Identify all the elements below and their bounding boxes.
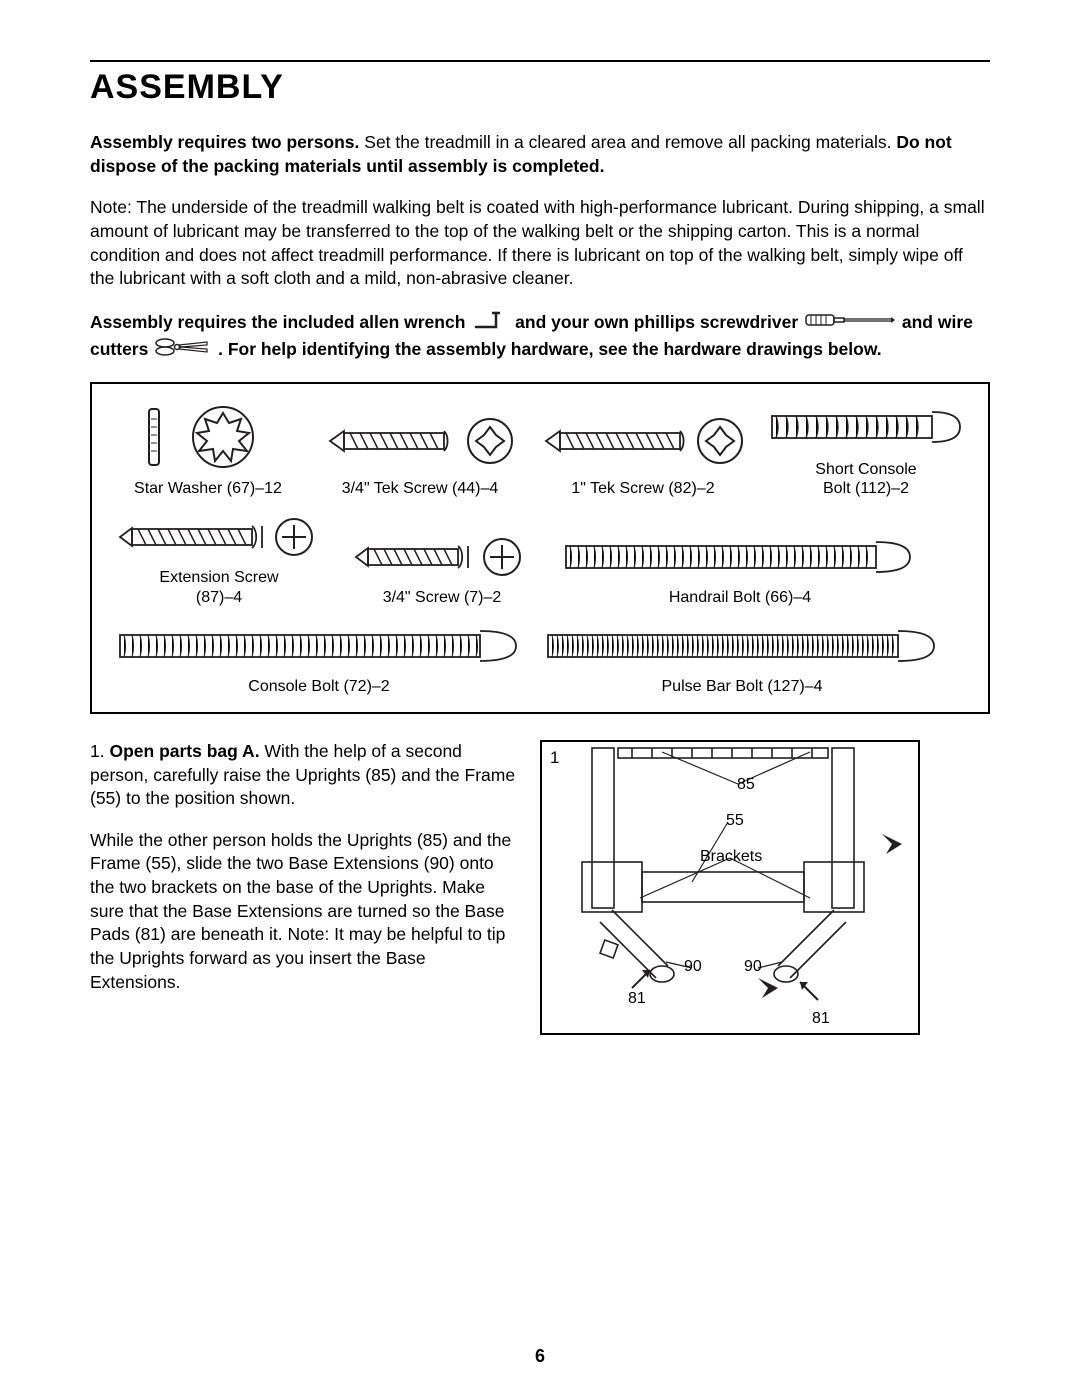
hw-label: Extension Screw (87)–4 (159, 568, 278, 606)
fig-label-90b: 90 (744, 958, 762, 976)
fig-label-55: 55 (726, 812, 744, 830)
extension-screw-icon (114, 512, 324, 562)
console-bolt-icon (114, 621, 524, 671)
screw-34-icon (342, 532, 542, 582)
allen-wrench-icon (472, 309, 508, 338)
page-number: 6 (0, 1346, 1080, 1367)
hw-tek-screw-34: 3/4" Tek Screw (44)–4 (320, 409, 520, 498)
figure-1: 1 (540, 740, 920, 1035)
tools-text-4: . For help identifying the assembly hard… (218, 339, 882, 359)
hardware-row-2: Extension Screw (87)–4 (114, 512, 966, 606)
hardware-box: Star Washer (67)–12 (90, 382, 990, 714)
intro-bold-1: Assembly requires two persons. (90, 132, 359, 152)
hardware-row-1: Star Washer (67)–12 (114, 400, 966, 498)
tools-text-1: Assembly requires the included allen wre… (90, 312, 470, 332)
fig-label-brackets: Brackets (700, 848, 762, 866)
step-p2: While the other person holds the Upright… (90, 829, 520, 994)
note-para: Note: The underside of the treadmill wal… (90, 196, 990, 291)
short-console-bolt-icon (766, 400, 966, 454)
hardware-row-3: Console Bolt (72)–2 Pulse Bar Bolt (127)… (114, 621, 966, 696)
tek-screw-1-icon (538, 409, 748, 473)
pulse-bar-bolt-icon (542, 621, 942, 671)
phillips-screwdriver-icon (805, 311, 895, 335)
hw-label: 1" Tek Screw (82)–2 (571, 479, 714, 498)
hw-screw-34: 3/4" Screw (7)–2 (342, 532, 542, 607)
star-washer-icon (143, 401, 273, 473)
hw-tek-screw-1: 1" Tek Screw (82)–2 (538, 409, 748, 498)
intro-rest-1: Set the treadmill in a cleared area and … (359, 132, 896, 152)
figure-1-illustration (542, 742, 918, 1032)
fig-label-90a: 90 (684, 958, 702, 976)
intro-para: Assembly requires two persons. Set the t… (90, 131, 990, 178)
page-title: ASSEMBLY (90, 68, 990, 107)
tools-text-2: and your own phillips screwdriver (515, 312, 803, 332)
handrail-bolt-icon (560, 532, 920, 582)
top-rule (90, 60, 990, 62)
hw-console-bolt: Console Bolt (72)–2 (114, 621, 524, 696)
fig-label-81a: 81 (628, 990, 646, 1008)
hw-label: 3/4" Tek Screw (44)–4 (342, 479, 499, 498)
hw-label: 3/4" Screw (7)–2 (383, 588, 502, 607)
hw-star-washer: Star Washer (67)–12 (114, 401, 302, 498)
hw-extension-screw: Extension Screw (87)–4 (114, 512, 324, 606)
hw-label: Console Bolt (72)–2 (248, 677, 389, 696)
fig-label-85: 85 (737, 776, 755, 794)
tools-para: Assembly requires the included allen wre… (90, 309, 990, 364)
hw-short-console-bolt: Short Console Bolt (112)–2 (766, 400, 966, 498)
step-1-text: 1. Open parts bag A. With the help of a … (90, 740, 520, 1035)
step-1: 1. Open parts bag A. With the help of a … (90, 740, 990, 1035)
hw-label: Star Washer (67)–12 (134, 479, 282, 498)
hw-label: Handrail Bolt (66)–4 (669, 588, 811, 607)
wire-cutters-icon (155, 337, 211, 364)
hw-label: Pulse Bar Bolt (127)–4 (662, 677, 823, 696)
tek-screw-icon (320, 409, 520, 473)
page: ASSEMBLY Assembly requires two persons. … (0, 0, 1080, 1397)
step-bold: Open parts bag A. (109, 741, 259, 761)
hw-handrail-bolt: Handrail Bolt (66)–4 (560, 532, 920, 607)
hw-label: Short Console Bolt (112)–2 (815, 460, 916, 498)
fig-label-81b: 81 (812, 1010, 830, 1028)
hw-pulse-bar-bolt: Pulse Bar Bolt (127)–4 (542, 621, 942, 696)
step-number: 1. (90, 741, 105, 761)
